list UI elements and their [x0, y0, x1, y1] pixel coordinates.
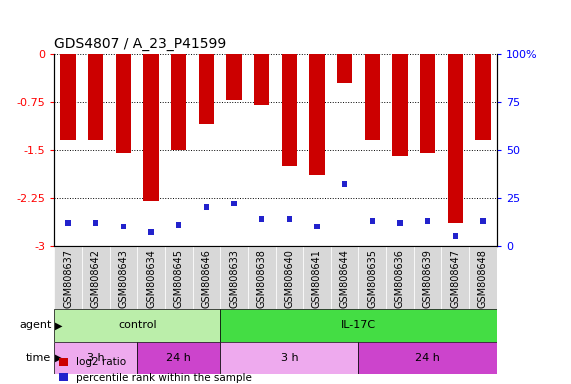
- FancyBboxPatch shape: [110, 246, 137, 309]
- Bar: [204, 204, 209, 210]
- Bar: [342, 182, 347, 187]
- FancyBboxPatch shape: [82, 246, 110, 309]
- Text: control: control: [118, 320, 156, 331]
- Text: time: time: [26, 353, 51, 363]
- Bar: [88, 54, 103, 140]
- Text: 24 h: 24 h: [166, 353, 191, 363]
- Legend: log2 ratio, percentile rank within the sample: log2 ratio, percentile rank within the s…: [59, 358, 252, 382]
- Text: GSM808638: GSM808638: [257, 249, 267, 308]
- Bar: [475, 54, 490, 140]
- FancyBboxPatch shape: [220, 342, 359, 374]
- Text: GSM808637: GSM808637: [63, 249, 73, 308]
- Bar: [453, 233, 458, 239]
- Bar: [314, 223, 320, 230]
- Bar: [337, 54, 352, 83]
- Bar: [93, 220, 98, 226]
- Bar: [425, 218, 431, 223]
- Text: 24 h: 24 h: [415, 353, 440, 363]
- Text: IL-17C: IL-17C: [341, 320, 376, 331]
- Text: ▶: ▶: [55, 320, 63, 331]
- FancyBboxPatch shape: [220, 246, 248, 309]
- FancyBboxPatch shape: [469, 246, 497, 309]
- FancyBboxPatch shape: [192, 246, 220, 309]
- FancyBboxPatch shape: [54, 246, 82, 309]
- Bar: [282, 54, 297, 166]
- Bar: [120, 223, 126, 230]
- Text: GSM808648: GSM808648: [478, 249, 488, 308]
- Text: agent: agent: [19, 320, 51, 331]
- Bar: [61, 54, 76, 140]
- FancyBboxPatch shape: [303, 246, 331, 309]
- FancyBboxPatch shape: [137, 342, 220, 374]
- FancyBboxPatch shape: [54, 309, 220, 342]
- FancyBboxPatch shape: [54, 342, 137, 374]
- Text: GSM808642: GSM808642: [91, 249, 100, 308]
- FancyBboxPatch shape: [165, 246, 192, 309]
- Bar: [254, 54, 270, 105]
- Bar: [148, 230, 154, 235]
- Text: GSM808644: GSM808644: [340, 249, 349, 308]
- Bar: [287, 216, 292, 222]
- Bar: [231, 200, 237, 207]
- Text: GDS4807 / A_23_P41599: GDS4807 / A_23_P41599: [54, 37, 227, 51]
- Bar: [420, 54, 435, 153]
- Text: ▶: ▶: [55, 353, 63, 363]
- FancyBboxPatch shape: [220, 309, 497, 342]
- Text: GSM808647: GSM808647: [451, 249, 460, 308]
- Bar: [171, 54, 186, 150]
- Bar: [365, 54, 380, 140]
- FancyBboxPatch shape: [275, 246, 303, 309]
- Text: GSM808636: GSM808636: [395, 249, 405, 308]
- Bar: [259, 216, 264, 222]
- Bar: [227, 54, 242, 100]
- FancyBboxPatch shape: [359, 342, 497, 374]
- Text: GSM808641: GSM808641: [312, 249, 322, 308]
- Text: GSM808645: GSM808645: [174, 249, 184, 308]
- FancyBboxPatch shape: [359, 246, 386, 309]
- Text: GSM808633: GSM808633: [229, 249, 239, 308]
- Text: 3 h: 3 h: [280, 353, 298, 363]
- Bar: [369, 218, 375, 223]
- FancyBboxPatch shape: [248, 246, 275, 309]
- Text: GSM808635: GSM808635: [367, 249, 377, 308]
- Text: GSM808646: GSM808646: [202, 249, 211, 308]
- Bar: [66, 220, 71, 226]
- Text: 3 h: 3 h: [87, 353, 104, 363]
- FancyBboxPatch shape: [441, 246, 469, 309]
- FancyBboxPatch shape: [331, 246, 359, 309]
- Bar: [392, 54, 408, 156]
- FancyBboxPatch shape: [414, 246, 441, 309]
- FancyBboxPatch shape: [386, 246, 414, 309]
- Bar: [480, 218, 485, 223]
- Bar: [176, 222, 182, 227]
- Text: GSM808640: GSM808640: [284, 249, 294, 308]
- Bar: [143, 54, 159, 201]
- FancyBboxPatch shape: [137, 246, 165, 309]
- Bar: [397, 220, 403, 226]
- Bar: [116, 54, 131, 153]
- Bar: [199, 54, 214, 124]
- Text: GSM808643: GSM808643: [118, 249, 128, 308]
- Text: GSM808639: GSM808639: [423, 249, 433, 308]
- Bar: [448, 54, 463, 223]
- Text: GSM808634: GSM808634: [146, 249, 156, 308]
- Bar: [309, 54, 324, 175]
